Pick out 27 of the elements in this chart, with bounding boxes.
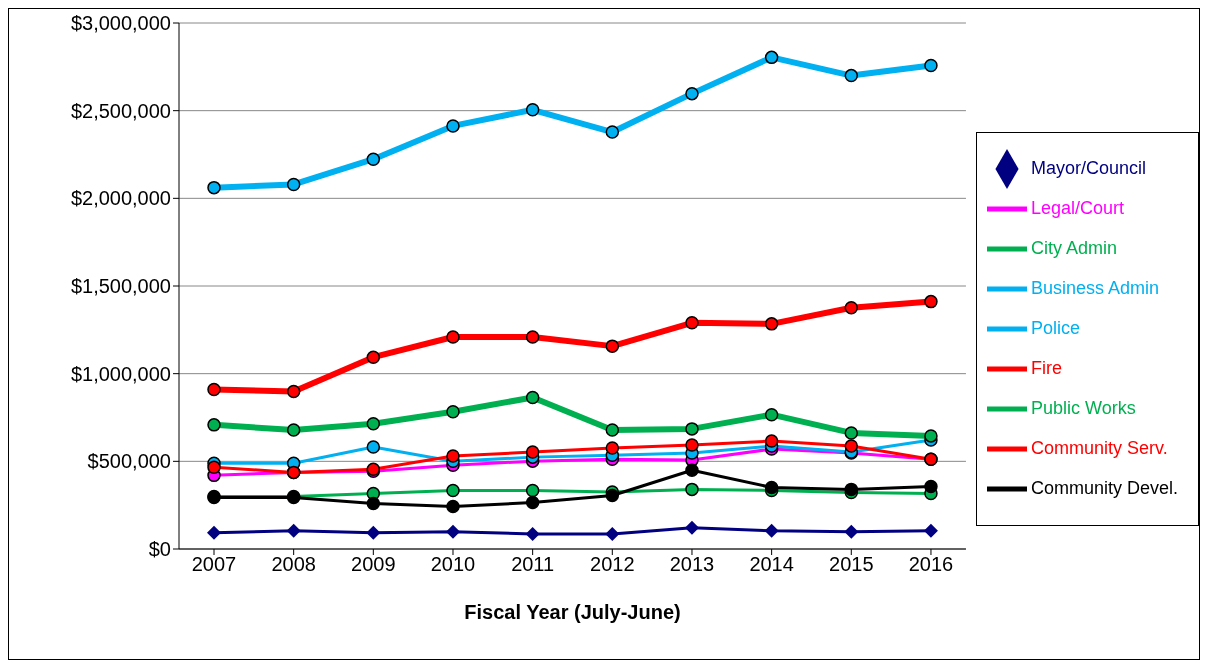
legend-label: City Admin [1030, 237, 1117, 258]
x-tick-label: 2011 [511, 553, 555, 576]
y-tick-label: $500,000 [87, 450, 171, 473]
x-tick-label: 2014 [749, 553, 794, 576]
x-tick-label: 2009 [351, 553, 396, 576]
legend-label: Business Admin [1030, 277, 1160, 298]
x-tick-label: 2015 [829, 553, 874, 576]
x-axis-title: Fiscal Year (July-June) [464, 601, 681, 623]
y-tick-label: $3,000,000 [70, 12, 171, 35]
y-tick-label: $2,000,000 [70, 187, 171, 210]
legend-label: Legal/Court [1030, 197, 1125, 218]
y-tick-label: $2,500,000 [70, 99, 171, 122]
x-tick-label: 2010 [430, 553, 476, 576]
x-tick-label: 2012 [590, 553, 635, 576]
y-tick-label: $1,500,000 [70, 275, 171, 298]
y-tick-label: $1,000,000 [70, 362, 171, 385]
legend-label: Public Works [1030, 397, 1136, 418]
legend-label: Police [1030, 317, 1080, 338]
y-tick-label: $0 [148, 538, 171, 561]
x-tick-label: 2016 [908, 553, 954, 576]
legend-label: Community Devel. [1030, 477, 1178, 498]
legend-label: Mayor/Council [1030, 157, 1146, 178]
legend-label: Fire [1030, 357, 1062, 378]
legend-label: Community Serv. [1030, 437, 1168, 458]
x-tick-label: 2007 [191, 553, 237, 576]
x-tick-label: 2013 [669, 553, 715, 576]
x-tick-label: 2008 [271, 553, 316, 576]
